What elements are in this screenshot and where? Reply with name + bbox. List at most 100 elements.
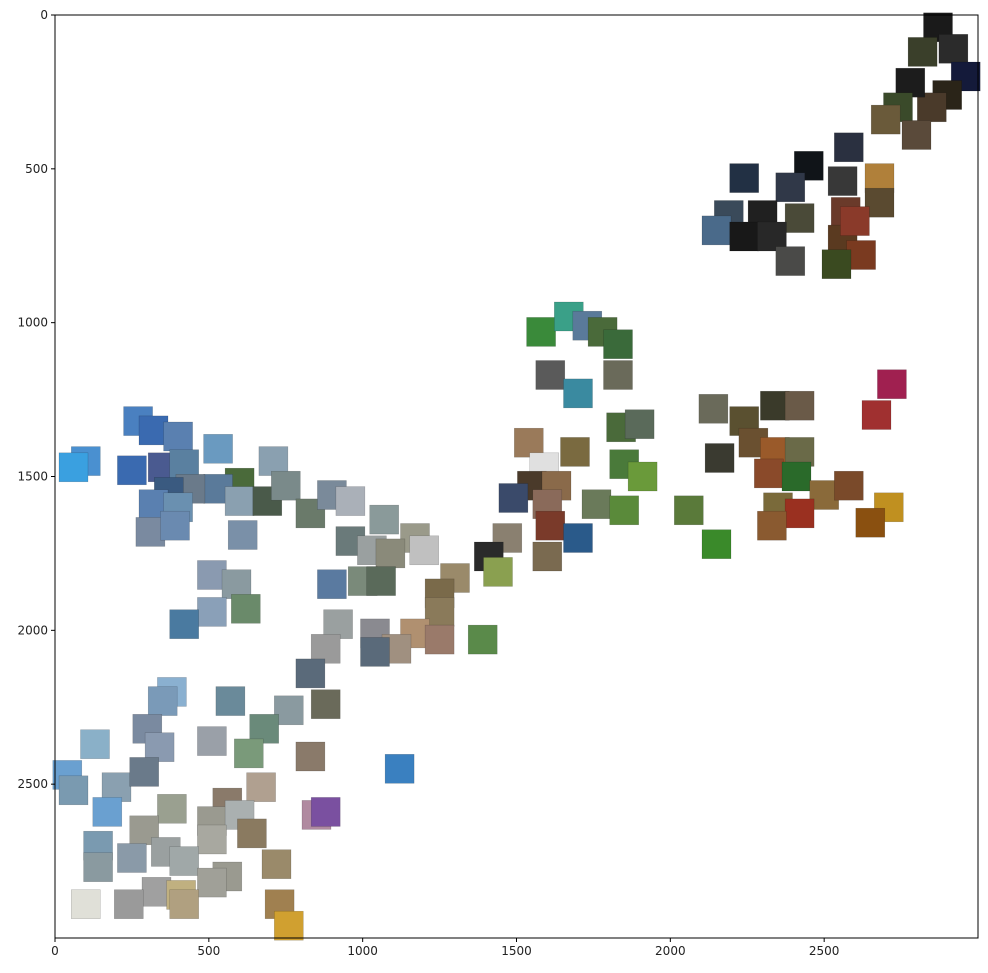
thumbnail-point [840, 206, 870, 236]
thumbnail-point [246, 772, 276, 802]
y-tick-label: 1500 [17, 470, 48, 484]
thumbnail-point [80, 729, 110, 759]
thumbnail-point [144, 732, 175, 762]
thumbnail-point [877, 369, 907, 399]
thumbnail-point [467, 624, 498, 655]
thumbnail-point [784, 203, 815, 233]
thumbnail-point [310, 797, 341, 827]
thumbnail-point [274, 910, 304, 941]
thumbnail-point [754, 458, 784, 489]
thumbnail-point [864, 187, 895, 218]
thumbnail-point [775, 172, 806, 203]
thumbnail-point [609, 495, 639, 526]
thumbnail-point [117, 843, 147, 873]
thumbnail-point [117, 455, 147, 486]
x-tick-label: 2000 [655, 944, 686, 958]
thumbnail-point [227, 520, 258, 550]
thumbnail-point [231, 594, 261, 624]
thumbnail-point [384, 754, 415, 784]
thumbnail-point [317, 569, 347, 599]
thumbnail-point [215, 686, 246, 716]
thumbnail-point [760, 390, 790, 421]
thumbnail-point [698, 394, 729, 424]
thumbnail-point [310, 634, 341, 664]
thumbnail-point [834, 132, 864, 163]
thumbnail-point [784, 390, 815, 421]
thumbnail-point [757, 510, 787, 541]
thumbnail-point [729, 163, 759, 193]
thumbnail-point [252, 486, 283, 516]
thumbnail-point [129, 757, 159, 787]
thumbnail-point [160, 510, 190, 541]
thumbnail-point [846, 240, 876, 270]
x-tick-label: 0 [51, 944, 59, 958]
thumbnail-point [169, 609, 199, 639]
thumbnail-point [310, 689, 341, 719]
thumbnail-point [757, 221, 787, 252]
thumbnail-point [784, 498, 815, 529]
y-tick-label: 2000 [17, 623, 48, 637]
y-tick-label: 0 [40, 8, 48, 22]
thumbnail-point [624, 409, 655, 439]
thumbnail-point [514, 427, 544, 458]
thumbnail-point [258, 446, 289, 476]
thumbnail-point [424, 624, 455, 655]
thumbnail-point [563, 523, 593, 553]
thumbnail-point [169, 846, 199, 876]
thumbnail-point [141, 877, 172, 907]
thumbnail-point [58, 452, 89, 483]
thumbnail-point [101, 772, 132, 802]
y-tick-label: 2500 [17, 777, 48, 791]
thumbnail-point [498, 483, 529, 513]
thumbnail-point [295, 741, 326, 772]
thumbnail-point [335, 486, 366, 516]
thumbnail-point [775, 246, 806, 276]
thumbnail-point [169, 889, 199, 919]
thumbnail-point [92, 797, 123, 827]
thumbnail-point [237, 818, 267, 849]
thumbnail-point [781, 461, 812, 492]
thumbnail-point [197, 867, 227, 898]
thumbnail-point [375, 538, 406, 569]
thumbnail-point [197, 560, 227, 590]
thumbnail-point [701, 529, 732, 559]
thumbnail-point [563, 378, 593, 409]
thumbnail-point [138, 415, 169, 446]
x-tick-label: 2500 [809, 944, 840, 958]
thumbnail-point [526, 317, 556, 347]
thumbnail-point [234, 738, 264, 769]
thumbnail-point [169, 449, 199, 479]
x-tick-label: 500 [197, 944, 220, 958]
thumbnail-point [135, 517, 166, 547]
thumbnail-point [366, 566, 396, 596]
thumbnail-point [907, 37, 938, 67]
thumbnail-point [861, 400, 892, 430]
thumbnail-point [870, 104, 901, 135]
thumbnail-point [704, 443, 735, 473]
thumbnail-point [864, 163, 895, 193]
thumbnail-point [197, 597, 227, 627]
thumbnail-point [809, 480, 839, 510]
thumbnail-point [197, 824, 227, 855]
thumbnail-point [895, 67, 926, 98]
thumbnail-point [203, 434, 233, 464]
thumbnail-point [261, 849, 292, 879]
x-tick-label: 1000 [347, 944, 378, 958]
thumbnail-point [535, 510, 566, 541]
thumbnail-point [271, 470, 301, 501]
thumbnail-point [917, 92, 947, 123]
thumbnail-point [249, 714, 279, 744]
thumbnail-point [603, 329, 633, 359]
thumbnail-point [157, 794, 187, 824]
thumbnail-point [83, 852, 113, 882]
thumbnail-point [827, 166, 858, 196]
thumbnail-point [855, 507, 886, 538]
thumbnail-point [409, 535, 439, 566]
thumbnail-point [323, 609, 353, 639]
thumbnail-point [483, 557, 513, 587]
thumbnail-point [58, 775, 89, 806]
thumbnail-point [147, 686, 178, 716]
thumbnail-point [874, 492, 904, 523]
thumbnail-point [532, 541, 563, 572]
